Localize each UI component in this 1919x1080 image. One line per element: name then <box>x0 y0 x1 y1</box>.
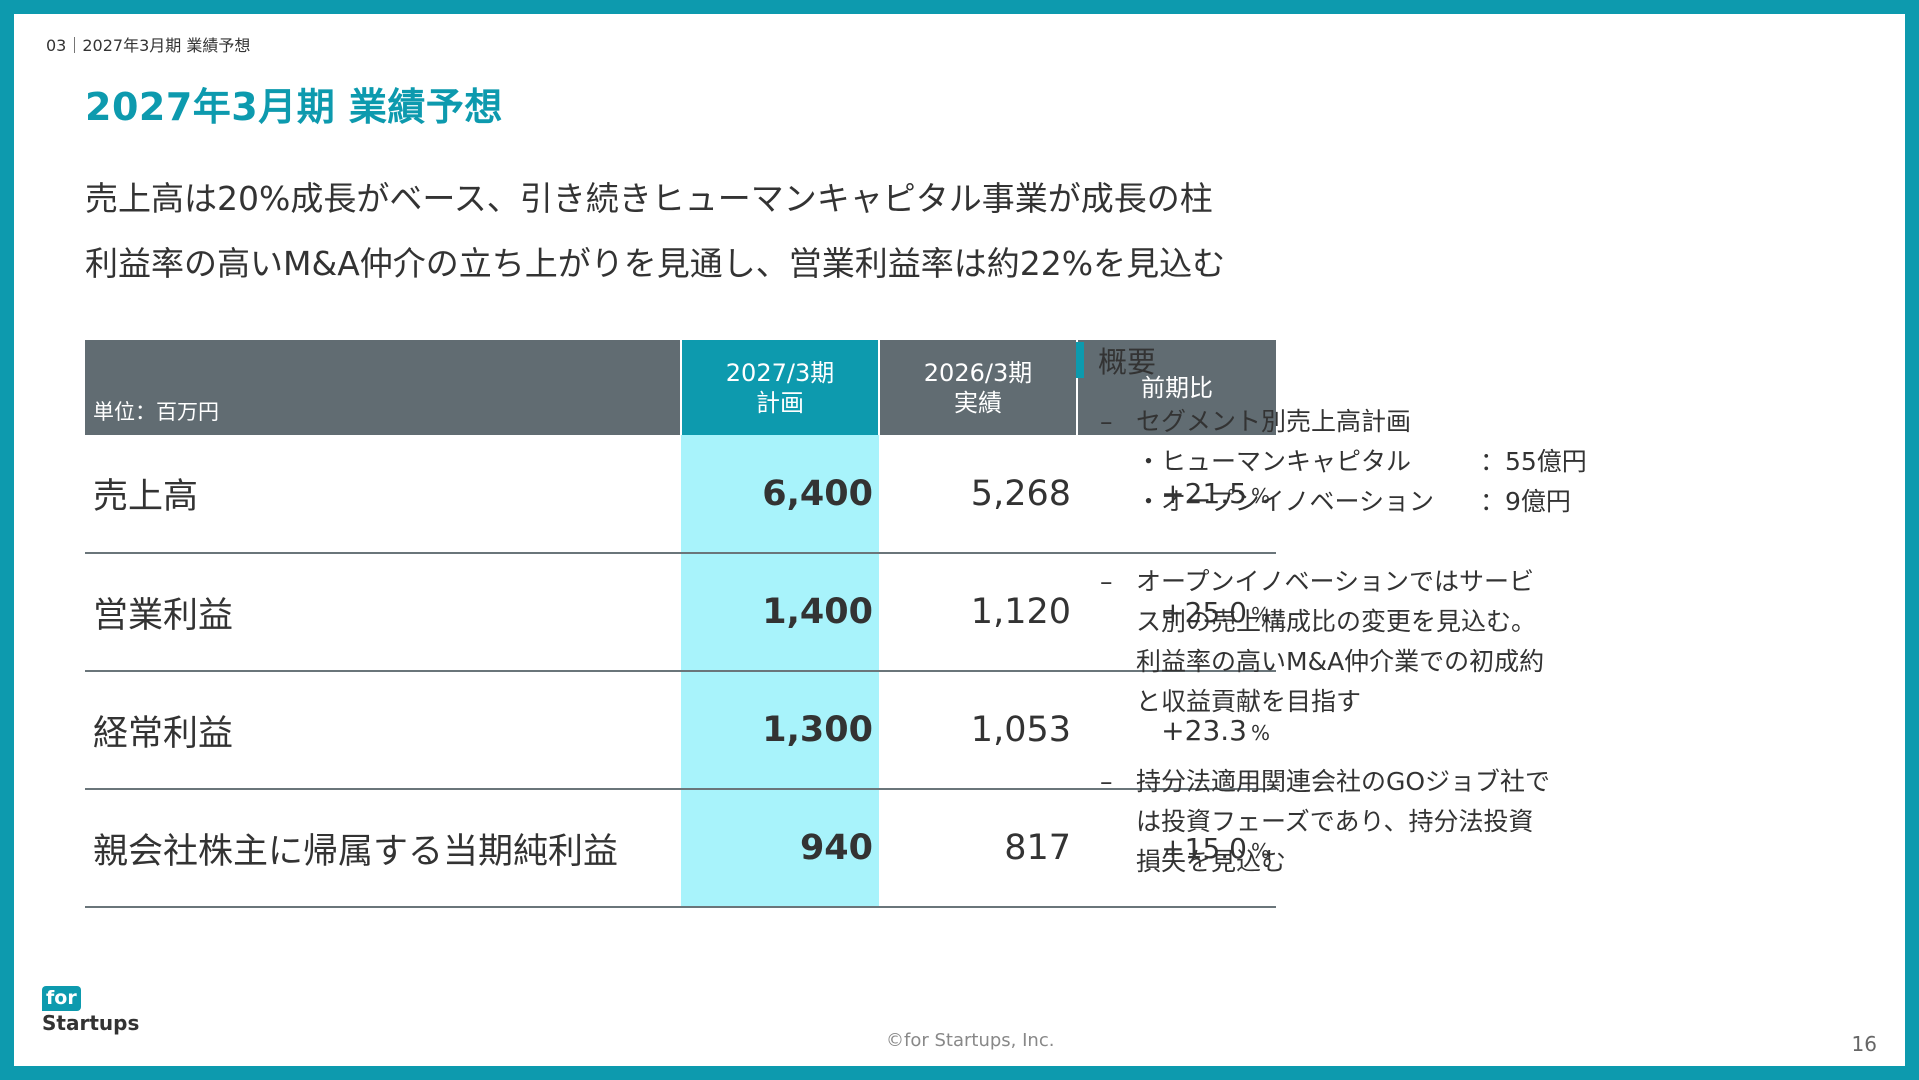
table-header-row: 単位：百万円 2027/3期 計画 2026/3期 実績 前期比 <box>85 340 1276 435</box>
col-plan-line-2: 計画 <box>756 388 804 417</box>
row-label: 売上高 <box>85 435 681 554</box>
lead-line-1: 売上高は20%成長がベース、引き続きヒューマンキャピタル事業が成長の柱 <box>85 179 1213 218</box>
dash-marker: – <box>1100 407 1113 436</box>
bullet-line: と収益貢献を目指す <box>1136 687 1362 716</box>
logo-for: for <box>42 986 81 1011</box>
pct-sign: % <box>1250 838 1270 863</box>
dash-marker: – <box>1100 567 1113 596</box>
yoy-value: +15.0 <box>1161 831 1247 865</box>
bullet-line: 持分法適用関連会社のGOジョブ社で <box>1136 767 1551 796</box>
col-yoy-header: 前期比 <box>1076 340 1276 435</box>
actual-value: 1,053 <box>879 671 1077 790</box>
yoy-value: +21.5 <box>1161 477 1247 510</box>
yoy-value: +25.0 <box>1161 595 1247 629</box>
table-row: 経常利益 1,300 1,053 +23.3% <box>85 671 1276 790</box>
pct-sign: % <box>1250 602 1270 627</box>
list-item: – オープンイノベーションではサービ ス別の売上構成比の変更を見込む。 利益率の… <box>1076 562 1876 722</box>
bullet-line: ス別の売上構成比の変更を見込む。 <box>1136 607 1537 636</box>
sub-item-value: ：55億円 <box>1480 447 1587 476</box>
list-item: – 持分法適用関連会社のGOジョブ社で は投資フェーズであり、持分法投資 損失を… <box>1076 762 1876 882</box>
plan-value: 6,400 <box>681 435 879 554</box>
accent-bar <box>1076 342 1084 378</box>
col-plan-header: 2027/3期 計画 <box>680 340 879 435</box>
sub-item-value: ：9億円 <box>1480 487 1571 516</box>
plan-value: 1,300 <box>681 671 879 790</box>
page-number: 16 <box>1851 1032 1877 1056</box>
summary-heading: 概要 <box>1076 340 1156 380</box>
yoy-cell: +25.0% <box>1077 553 1276 672</box>
plan-value: 940 <box>681 789 879 908</box>
actual-value: 817 <box>879 789 1077 908</box>
copyright: ©for Startups, Inc. <box>886 1030 1055 1051</box>
sub-item-name: ・オープンイノベーション <box>1136 487 1435 516</box>
page-title: 2027年3月期 業績予想 <box>85 85 503 129</box>
breadcrumb: 03｜2027年3月期 業績予想 <box>46 36 251 55</box>
bullet-line: オープンイノベーションではサービ <box>1136 567 1535 596</box>
company-logo: for Startups <box>42 986 139 1035</box>
lead-text: 売上高は20%成長がベース、引き続きヒューマンキャピタル事業が成長の柱 利益率の… <box>85 166 1225 296</box>
list-item: – セグメント別売上高計画 ・ヒューマンキャピタル ：55億円 ・オープンイノベ… <box>1076 402 1876 522</box>
bullet-line: 利益率の高いM&A仲介業での初成約 <box>1136 647 1545 676</box>
pct-sign: % <box>1250 720 1270 745</box>
sub-item: ・オープンイノベーション ：9億円 <box>1136 482 1876 522</box>
plan-value: 1,400 <box>681 553 879 672</box>
col-actual-line-2: 実績 <box>954 388 1002 417</box>
summary-list: – セグメント別売上高計画 ・ヒューマンキャピタル ：55億円 ・オープンイノベ… <box>1076 402 1876 922</box>
sub-item: ・ヒューマンキャピタル ：55億円 <box>1136 442 1876 482</box>
table-row: 営業利益 1,400 1,120 +25.0% <box>85 553 1276 672</box>
pct-sign: % <box>1250 484 1270 508</box>
table-row: 親会社株主に帰属する当期純利益 940 817 +15.0% <box>85 789 1276 908</box>
bullet-text: セグメント別売上高計画 <box>1136 407 1412 436</box>
bullet-line: 損失を見込む <box>1136 847 1287 876</box>
col-plan-line-1: 2027/3期 <box>725 358 835 387</box>
slide: 03｜2027年3月期 業績予想 2027年3月期 業績予想 売上高は20%成長… <box>14 14 1905 1066</box>
summary-heading-text: 概要 <box>1098 345 1157 379</box>
yoy-value: +23.3 <box>1161 713 1247 747</box>
actual-value: 1,120 <box>879 553 1077 672</box>
table-row: 売上高 6,400 5,268 +21.5% <box>85 435 1276 554</box>
yoy-cell: +21.5% <box>1077 435 1276 554</box>
logo-startups: Startups <box>42 1011 140 1035</box>
unit-label: 単位：百万円 <box>85 340 681 435</box>
actual-value: 5,268 <box>879 435 1077 554</box>
bullet-line: は投資フェーズであり、持分法投資 <box>1136 807 1534 836</box>
row-label: 経常利益 <box>85 671 681 790</box>
col-actual-header: 2026/3期 実績 <box>878 340 1077 435</box>
yoy-cell: +15.0% <box>1077 789 1276 908</box>
dash-marker: – <box>1100 767 1113 796</box>
row-label: 営業利益 <box>85 553 681 672</box>
row-label: 親会社株主に帰属する当期純利益 <box>85 789 681 908</box>
lead-line-2: 利益率の高いM&A仲介の立ち上がりを見通し、営業利益率は約22%を見込む <box>85 244 1226 283</box>
sub-item-name: ・ヒューマンキャピタル <box>1136 447 1412 476</box>
yoy-cell: +23.3% <box>1077 671 1276 790</box>
col-actual-line-1: 2026/3期 <box>923 358 1033 387</box>
results-table: 単位：百万円 2027/3期 計画 2026/3期 実績 前期比 売上高 6,4… <box>85 340 1276 908</box>
